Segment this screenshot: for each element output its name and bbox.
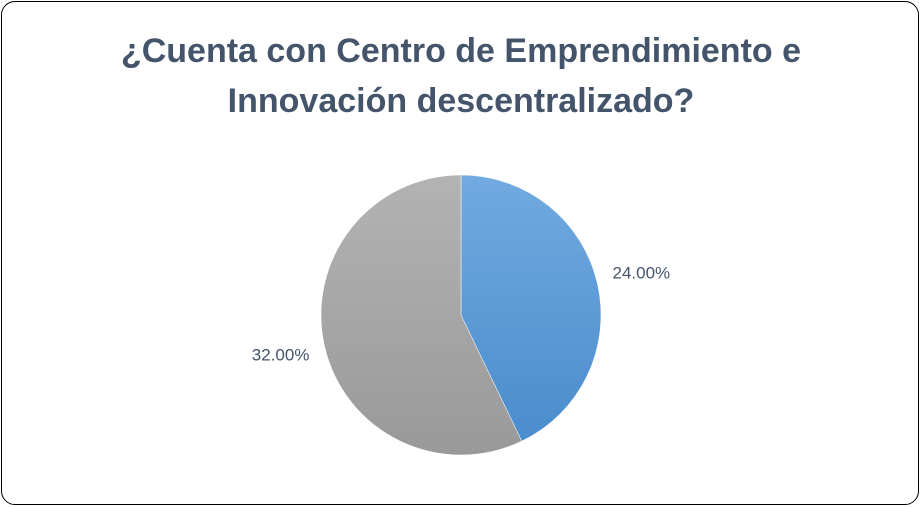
pie-slice [320, 174, 523, 456]
data-label: 24.00% [613, 263, 671, 282]
data-label: 32.00% [252, 346, 310, 365]
pie-slice [460, 174, 602, 442]
chart-title: ¿Cuenta con Centro de Emprendimiento e I… [120, 32, 802, 120]
